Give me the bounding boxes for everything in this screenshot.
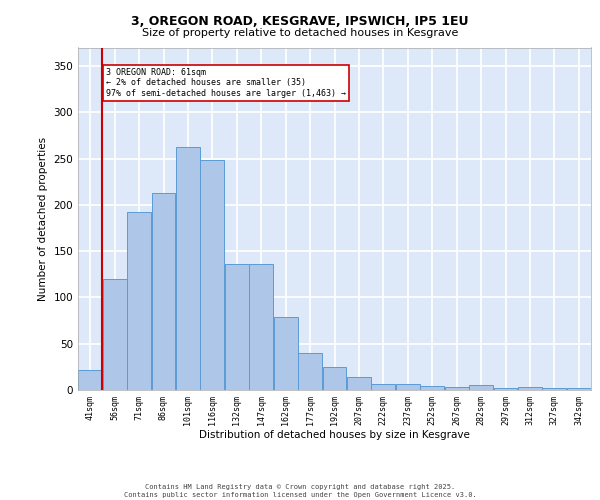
Text: 3 OREGON ROAD: 61sqm
← 2% of detached houses are smaller (35)
97% of semi-detach: 3 OREGON ROAD: 61sqm ← 2% of detached ho… <box>106 68 346 98</box>
Bar <box>298 353 322 390</box>
X-axis label: Distribution of detached houses by size in Kesgrave: Distribution of detached houses by size … <box>199 430 470 440</box>
Bar <box>200 160 224 390</box>
Bar <box>445 387 469 390</box>
Bar <box>274 317 298 390</box>
Bar <box>323 367 346 390</box>
Bar <box>103 279 127 390</box>
Bar <box>347 377 371 390</box>
Bar <box>152 193 175 390</box>
Bar <box>78 370 102 390</box>
Text: Size of property relative to detached houses in Kesgrave: Size of property relative to detached ho… <box>142 28 458 38</box>
Text: 3, OREGON ROAD, KESGRAVE, IPSWICH, IP5 1EU: 3, OREGON ROAD, KESGRAVE, IPSWICH, IP5 1… <box>131 15 469 28</box>
Bar <box>249 264 273 390</box>
Bar <box>518 387 542 390</box>
Bar <box>542 388 566 390</box>
Bar <box>225 264 249 390</box>
Bar <box>396 384 420 390</box>
Bar <box>420 386 444 390</box>
Text: Contains HM Land Registry data © Crown copyright and database right 2025.
Contai: Contains HM Land Registry data © Crown c… <box>124 484 476 498</box>
Bar <box>176 148 200 390</box>
Bar <box>469 386 493 390</box>
Bar <box>371 384 395 390</box>
Bar <box>127 212 151 390</box>
Y-axis label: Number of detached properties: Number of detached properties <box>38 136 48 301</box>
Bar <box>567 388 591 390</box>
Bar <box>494 388 517 390</box>
